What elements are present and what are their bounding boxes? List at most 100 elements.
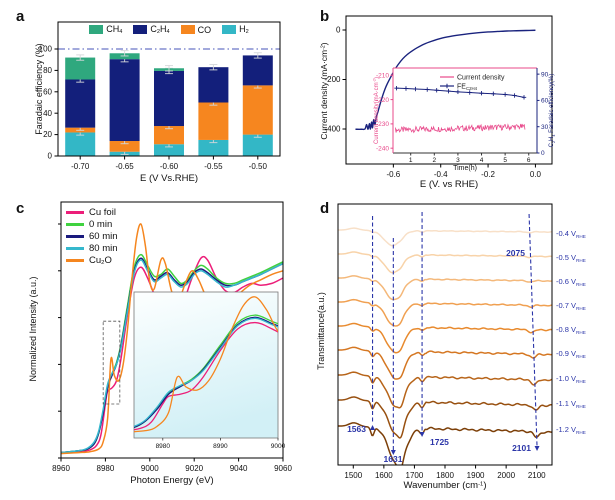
panel-b-letter: b — [320, 8, 330, 25]
x-tick-label: -0.2 — [481, 170, 495, 179]
y-tick-label: 0 — [336, 26, 341, 35]
pre-edge-dashed-box — [102, 320, 121, 405]
x-tick-label: 9060 — [274, 464, 292, 473]
legend-label: 80 min — [89, 243, 118, 254]
axes-frame — [60, 201, 284, 459]
ftir-curve — [338, 422, 552, 465]
inset-legend-label: Current density — [457, 74, 505, 81]
inset-legend-label: FEC2H4 — [457, 83, 478, 91]
inset-x-tick-label: 2 — [432, 157, 436, 164]
inset-x-axis-label: Time(h) — [453, 165, 477, 172]
bar-segment-CO — [109, 141, 140, 152]
inset-x-tick-label: 1 — [409, 157, 413, 164]
bar-segment-CO — [198, 102, 229, 140]
ftir-curve — [338, 227, 552, 247]
curve-potential-label: -0.5 VRHE — [556, 253, 586, 263]
panel-a: a CH4 C2H4 CO H2 Faradaic efficiency (%) E … — [6, 4, 306, 194]
x-tick-label: 0.0 — [530, 170, 542, 179]
bar-segment-CO — [242, 85, 273, 135]
legend-swatch — [66, 223, 84, 226]
panel-a-x-axis-label: E (V Vs.RHE) — [139, 173, 199, 184]
curve-potential-label: -0.9 VRHE — [556, 349, 586, 359]
x-tick-label: 1800 — [436, 471, 454, 480]
legend-label: 0 min — [89, 219, 113, 230]
panel-d-letter: d — [320, 200, 330, 217]
y-tick-label: 80 — [43, 66, 52, 75]
inset-x-tick-label: 9000 — [271, 443, 286, 450]
x-tick-label: 9000 — [141, 464, 159, 473]
legend-swatch — [89, 25, 104, 35]
inset-right-tick-label: 90 — [541, 71, 549, 78]
panel-c-letter: c — [16, 200, 25, 217]
curves-group — [338, 227, 552, 465]
panel-a-chart: 0 20 40 60 80 100 -0.70 -0.65 -0.60 -0.55 -0.50 — [39, 21, 281, 171]
bar-segment-H2 — [65, 132, 96, 156]
panel-b-x-axis-label: E (V. vs RHE) — [419, 179, 479, 190]
guide-arrow-down — [390, 450, 396, 455]
x-tick-label: -0.65 — [115, 162, 134, 171]
ftir-curve — [338, 396, 552, 439]
inset-left-axis-label: Current density(mA·cm-2) — [373, 77, 380, 144]
x-tick-label: 1500 — [344, 471, 362, 480]
x-tick-label: 1600 — [375, 471, 393, 480]
legend-swatch — [180, 25, 195, 35]
axes-frame — [337, 203, 553, 466]
legend-label: 60 min — [89, 231, 118, 242]
curve-potential-label: -0.7 VRHE — [556, 301, 586, 311]
xanes-curve-80-min — [60, 259, 284, 454]
guide-arrow-down — [419, 432, 425, 437]
inset-curves — [134, 296, 278, 433]
inset-left-tick-label: -220 — [376, 97, 389, 104]
legend-swatch — [66, 259, 84, 262]
bar-segment-H2 — [242, 134, 273, 156]
ftir-curve — [338, 298, 552, 327]
panel-c-legend: Cu foil 0 min 60 min 80 min Cu2O — [66, 207, 118, 266]
inset-curve-Cu2O — [134, 296, 278, 433]
legend-swatch — [66, 235, 84, 238]
ftir-curve — [338, 346, 552, 380]
inset-current-density-line — [394, 123, 526, 134]
curve-potential-label: -1.0 VRHE — [556, 374, 586, 384]
peak-annotation: 2101 — [512, 443, 531, 453]
panel-a-legend: CH4 C2H4 CO H2 — [58, 24, 280, 35]
panel-b: b Current density (mA·cm-2) E (V. vs RHE… — [310, 4, 613, 194]
legend-label: C2H4 — [150, 24, 170, 36]
x-tick-label: 1700 — [406, 471, 424, 480]
bar-segment-H2 — [198, 139, 229, 156]
curve-potential-label: -0.8 VRHE — [556, 325, 586, 335]
inset-x-tick-label: 3 — [456, 157, 460, 164]
x-tick-label: -0.60 — [160, 162, 179, 171]
inset-x-tick-label: 8980 — [156, 443, 171, 450]
x-tick-label: -0.55 — [204, 162, 223, 171]
inset-left-tick-label: -210 — [376, 72, 389, 79]
inset-x-tick-label: 8990 — [213, 443, 228, 450]
inset-right-axis-label: C2H4 Faradaic efficiency(%) — [549, 74, 556, 148]
x-tick-label: 9040 — [230, 464, 248, 473]
peak-annotation: 1631 — [384, 454, 403, 464]
panel-d: d Transmittance(a.u.) Wavenumber (cm-1) … — [310, 196, 613, 498]
bar-segment-C2H4 — [65, 79, 96, 128]
legend-item: H2 — [222, 24, 249, 35]
x-tick-label: -0.70 — [71, 162, 90, 171]
legend-swatch — [66, 211, 84, 214]
legend-swatch — [222, 25, 237, 35]
panel-c: c Cu foil 0 min 60 min 80 min Cu2O Normalize… — [6, 196, 306, 498]
legend-item: 80 min — [66, 243, 118, 254]
y-tick-label: 100 — [39, 45, 53, 54]
legend-label: Cu foil — [89, 207, 116, 218]
y-tick-label: 20 — [43, 130, 52, 139]
bar-segment-C2H4 — [242, 55, 273, 86]
x-tick-label: 2000 — [497, 471, 515, 480]
peak-annotation: 1563 — [347, 424, 366, 434]
x-tick-label: 8980 — [97, 464, 115, 473]
panel-c-chart: 8960 8980 9000 9020 9040 9060 8980 8990 9000 — [52, 201, 292, 473]
bar-segment-C2H4 — [154, 70, 184, 127]
curve-potential-label: -0.4 VRHE — [556, 229, 586, 239]
legend-label: CO — [197, 24, 212, 35]
panel-d-x-axis-label: Wavenumber (cm-1) — [403, 480, 487, 491]
legend-item: CO — [180, 24, 212, 35]
panel-a-letter: a — [16, 8, 25, 25]
bar-segment-H2 — [154, 144, 184, 156]
bar-segment-C2H4 — [109, 59, 140, 142]
